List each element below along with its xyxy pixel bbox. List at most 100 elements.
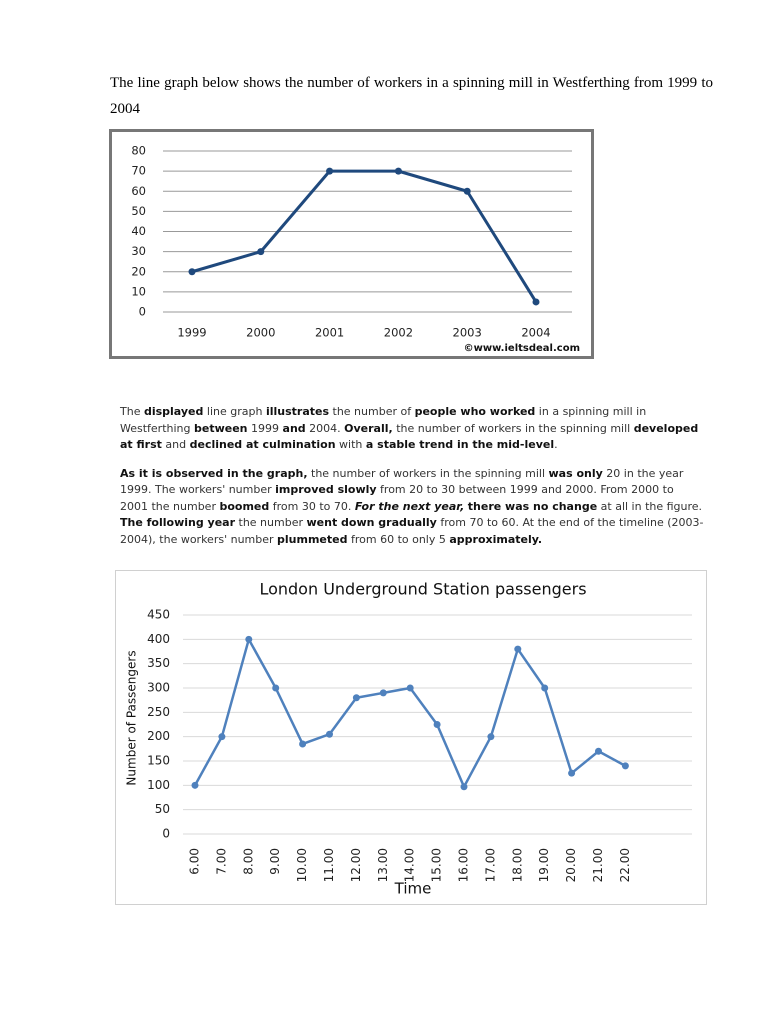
x-tick-label: 16.00 [457,848,471,882]
text-run: in a spinning mill in Westferthing [120,405,647,435]
data-point [406,684,414,692]
data-point [379,689,387,697]
x-tick-label: 19.00 [537,848,551,882]
y-tick-label: 450 [147,608,170,622]
x-tick-label: 8.00 [241,848,255,875]
data-point [460,783,468,791]
y-axis-label: Number of Passengers [125,650,139,785]
text-run: people who worked [414,405,536,418]
y-tick-label: 400 [147,632,170,646]
paragraph: As it is observed in the graph, the numb… [120,466,704,549]
paragraph: The displayed line graph illustrates the… [120,404,704,454]
text-run: from 60 to only 5 [347,532,450,546]
text-run: from 30 to 70. [269,499,355,513]
data-point [245,635,253,643]
text-run: As it is observed in the graph, [120,466,308,480]
y-tick-label: 40 [131,224,146,238]
data-line [191,169,538,303]
data-point [218,733,226,741]
data-point [257,248,265,256]
y-tick-label: 70 [131,164,146,178]
text-run: from 20 to 30 between 1999 and 2000. Fro… [120,483,674,513]
data-point [621,762,629,770]
text-run: between [194,421,248,435]
y-tick-label: 80 [131,144,146,158]
intro-text: The line graph below shows the number of… [110,75,713,117]
x-tick-label: 21.00 [591,848,605,882]
text-run: For the next year, [354,499,465,513]
x-tick-label: 10.00 [295,848,309,882]
data-point [541,684,549,692]
text-run: approximately. [449,532,543,546]
y-tick-label: 20 [131,264,146,278]
text-run: . [554,438,558,451]
text-run: plummeted [277,532,348,546]
x-tick-label: 20.00 [564,848,578,882]
text-run: at all in the figure. [597,499,703,513]
x-tick-label: 2000 [246,326,275,340]
text-run: boomed [219,499,270,513]
passage: The displayed line graph illustrates the… [120,404,704,560]
text-run: improved slowly [275,483,377,496]
y-tick-label: 350 [147,656,170,670]
text-run: and [161,438,190,451]
text-run: the number of [329,405,415,418]
text-run: went down gradually [306,516,437,529]
y-tick-label: 50 [131,204,146,218]
x-tick-label: 17.00 [483,848,497,882]
text-run: The following year [120,516,236,529]
x-tick-label: 12.00 [349,848,363,882]
y-tick-label: 200 [147,729,170,743]
data-point [568,769,576,777]
y-tick-label: 60 [131,184,146,198]
x-tick-label: 6.00 [188,848,202,875]
data-point [191,781,199,789]
y-tick-label: 0 [162,827,170,841]
x-tick-label: 11.00 [322,848,336,882]
text-run: line graph [203,405,266,418]
x-tick-label: 14.00 [403,848,417,882]
data-point [433,721,441,728]
x-tick-label: 1999 [177,326,206,340]
data-point [188,268,196,276]
text-run: The [120,405,144,418]
x-tick-label: 18.00 [510,848,524,882]
data-point [487,733,495,741]
data-point [352,694,360,702]
y-tick-label: 250 [147,705,170,719]
y-tick-label: 300 [147,681,170,695]
y-tick-label: 50 [155,802,170,816]
chart-frame [115,570,707,905]
text-run: was only [548,466,603,480]
text-run: developed at first [120,421,699,452]
text-run: 2004. [305,421,345,435]
y-tick-label: 10 [131,284,146,298]
data-point [326,167,334,175]
x-tick-label: 2001 [315,326,344,340]
x-tick-label: 7.00 [214,848,228,875]
x-tick-label: 2002 [384,326,413,340]
source: ©www.ieltsdeal.com [464,343,580,354]
x-axis-label: Time [394,880,432,898]
text-run: from 70 to 60. At the end of the timelin… [120,516,704,546]
text-run: the number [235,516,307,529]
data-point [272,684,280,692]
text-run: with [335,438,366,451]
x-tick-label: 2003 [453,326,482,340]
text-run: illustrates [265,405,330,418]
data-point [394,167,402,175]
text-run: the number of workers in the spinning mi… [307,466,549,480]
y-tick-label: 100 [147,778,170,792]
x-tick-label: 2004 [521,326,550,340]
data-point [532,298,540,306]
text-run: displayed [143,405,204,418]
y-tick-label: 0 [139,305,146,319]
text-run: there was no change [467,499,598,513]
y-tick-label: 150 [147,754,170,768]
text-run: and [282,421,306,435]
text-run: a stable trend in the mid-level [365,438,555,451]
y-tick-label: 30 [131,244,146,258]
text-run: the number of workers in the spinning mi… [392,421,634,435]
